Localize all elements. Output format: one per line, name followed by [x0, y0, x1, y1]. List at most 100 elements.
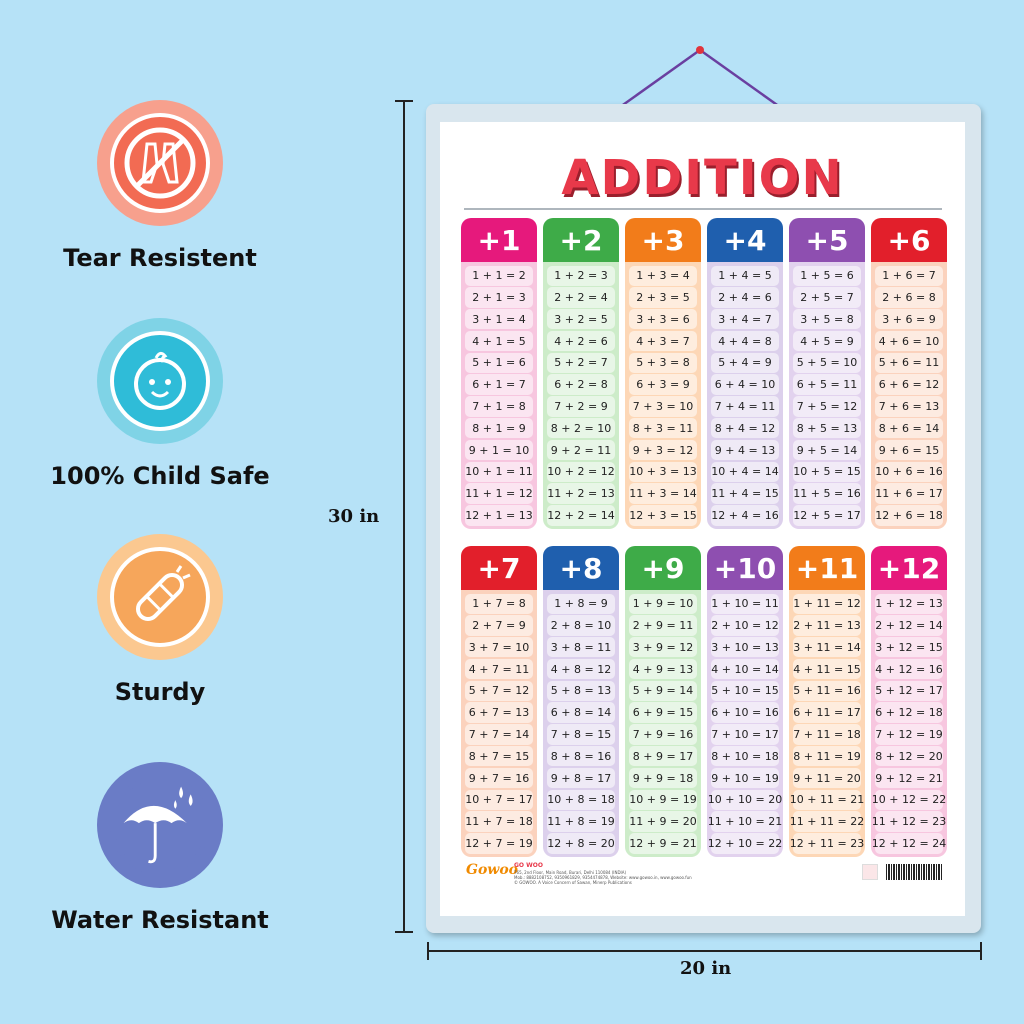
equation: 8 + 11 = 19: [793, 746, 861, 767]
equation: 11 + 7 = 18: [465, 811, 533, 832]
equation: 1 + 7 = 8: [465, 593, 533, 614]
equation: 1 + 1 = 2: [465, 265, 533, 286]
equation: 2 + 10 = 12: [711, 615, 779, 636]
equation: 6 + 8 = 14: [547, 702, 615, 723]
width-label: 20 in: [680, 958, 732, 979]
equation: 5 + 12 = 17: [875, 680, 943, 701]
equation: 12 + 3 = 15: [629, 505, 697, 526]
card-body: 1 + 12 = 13 2 + 12 = 14 3 + 12 = 15 4 + 12 …: [871, 590, 947, 858]
width-dimension-line: [428, 950, 981, 952]
equation: 9 + 4 = 13: [711, 439, 779, 461]
card-header: +8: [543, 546, 619, 590]
equation: 6 + 3 = 9: [629, 374, 697, 395]
addition-card: +12 1 + 12 = 13 2 + 12 = 14 3 + 12 = 15 4 + …: [871, 546, 947, 858]
equation: 7 + 10 = 17: [711, 724, 779, 745]
addition-card: +10 1 + 10 = 11 2 + 10 = 12 3 + 10 = 13 4 + …: [707, 546, 783, 858]
equation: 8 + 3 = 11: [629, 418, 697, 439]
equation: 8 + 12 = 20: [875, 746, 943, 767]
equation: 6 + 11 = 17: [793, 702, 861, 723]
equation: 9 + 5 = 14: [793, 439, 861, 461]
equation: 6 + 6 = 12: [875, 374, 943, 395]
bandage-icon: [135, 565, 191, 622]
equation: 5 + 1 = 6: [465, 352, 533, 373]
baby-face-icon: [134, 351, 186, 410]
equation: 3 + 12 = 15: [875, 637, 943, 658]
equation: 4 + 11 = 15: [793, 658, 861, 680]
equation: 12 + 5 = 17: [793, 505, 861, 526]
feature-label: Water Resistant: [51, 906, 269, 934]
equation: 10 + 12 = 22: [872, 789, 946, 810]
equation: 1 + 2 = 3: [547, 265, 615, 286]
feature-tear-resistant: Tear Resistent: [0, 100, 320, 272]
equation: 5 + 7 = 12: [465, 680, 533, 701]
equation: 4 + 8 = 12: [547, 658, 615, 680]
qr-code: [862, 864, 878, 880]
equation: 5 + 11 = 16: [793, 680, 861, 701]
equation: 5 + 5 = 10: [793, 352, 861, 373]
card-header: +6: [871, 218, 947, 262]
equation: 5 + 10 = 15: [711, 680, 779, 701]
equation: 9 + 9 = 18: [629, 767, 697, 789]
equation: 11 + 10 = 21: [708, 811, 782, 832]
title-divider: [464, 208, 942, 210]
equation: 5 + 4 = 9: [711, 352, 779, 373]
card-header: +5: [789, 218, 865, 262]
equation: 11 + 4 = 15: [711, 483, 779, 504]
equation: 12 + 12 = 24: [872, 833, 946, 854]
equation: 9 + 2 = 11: [547, 439, 615, 461]
feature-child-safe: 100% Child Safe: [0, 318, 320, 490]
equation: 3 + 10 = 13: [711, 637, 779, 658]
equation: 9 + 10 = 19: [711, 767, 779, 789]
equation: 7 + 6 = 13: [875, 396, 943, 417]
equation: 12 + 10 = 22: [708, 833, 782, 854]
equation: 2 + 9 = 11: [629, 615, 697, 636]
equation: 11 + 3 = 14: [629, 483, 697, 504]
equation: 4 + 2 = 6: [547, 330, 615, 352]
equation: 2 + 8 = 10: [547, 615, 615, 636]
equation: 11 + 12 = 23: [872, 811, 946, 832]
equation: 2 + 3 = 5: [629, 287, 697, 308]
equation: 7 + 1 = 8: [465, 396, 533, 417]
equation: 10 + 3 = 13: [629, 461, 697, 482]
badge: [97, 762, 223, 888]
equation: 11 + 5 = 16: [793, 483, 861, 504]
card-body: 1 + 11 = 12 2 + 11 = 13 3 + 11 = 14 4 + 11 …: [789, 590, 865, 858]
umbrella-icon: [123, 786, 193, 864]
equation: 7 + 8 = 15: [547, 724, 615, 745]
equation: 8 + 5 = 13: [793, 418, 861, 439]
equation: 4 + 6 = 10: [875, 330, 943, 352]
equation: 6 + 4 = 10: [711, 374, 779, 395]
poster-title: ADDITION: [561, 150, 844, 206]
equation: 3 + 8 = 11: [547, 637, 615, 658]
equation: 7 + 11 = 18: [793, 724, 861, 745]
feature-label: Sturdy: [114, 678, 206, 706]
equation: 3 + 5 = 8: [793, 309, 861, 330]
equation: 9 + 6 = 15: [875, 439, 943, 461]
equation: 11 + 8 = 19: [547, 811, 615, 832]
equation: 4 + 10 = 14: [711, 658, 779, 680]
equation: 10 + 8 = 18: [547, 789, 615, 810]
equation: 1 + 11 = 12: [793, 593, 861, 614]
equation: 4 + 4 = 8: [711, 330, 779, 352]
equation: 1 + 4 = 5: [711, 265, 779, 286]
feature-label: 100% Child Safe: [50, 462, 270, 490]
equation: 12 + 1 = 13: [465, 505, 533, 526]
equation: 11 + 2 = 13: [547, 483, 615, 504]
equation: 7 + 2 = 9: [547, 396, 615, 417]
equation: 1 + 9 = 10: [629, 593, 697, 614]
equation: 1 + 8 = 9: [547, 593, 615, 614]
equation: 9 + 12 = 21: [875, 767, 943, 789]
equation: 10 + 10 = 20: [708, 789, 782, 810]
equation: 9 + 3 = 12: [629, 439, 697, 461]
equation: 2 + 2 = 4: [547, 287, 615, 308]
equation: 9 + 1 = 10: [465, 439, 533, 461]
